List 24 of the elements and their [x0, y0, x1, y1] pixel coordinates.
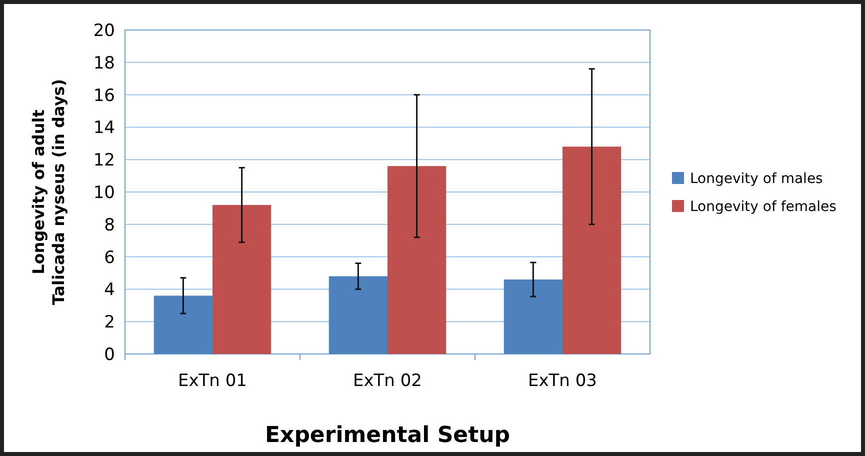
x-tick-label: ExTn 01 — [178, 371, 247, 391]
x-tick-label: ExTn 03 — [528, 371, 597, 391]
bar — [388, 166, 446, 354]
x-axis-title: Experimental Setup — [264, 423, 510, 448]
bar — [212, 204, 272, 354]
y-tick-label: 10 — [93, 182, 115, 203]
y-tick-label: 2 — [104, 312, 115, 333]
bar — [562, 146, 622, 354]
y-tick-label: 18 — [93, 53, 115, 74]
y-axis-title: Longevity of adult Talicada nyseus (in days) — [29, 78, 68, 306]
legend-label: Longevity of females — [690, 198, 836, 215]
y-tick-label: 20 — [93, 20, 115, 41]
y-tick-label: 0 — [104, 344, 115, 365]
y-tick-label: 8 — [104, 215, 115, 236]
y-tick-label: 14 — [93, 118, 115, 138]
legend-label: Longevity of males — [690, 170, 823, 187]
bar — [328, 276, 388, 354]
y-tick-label: 6 — [104, 248, 115, 268]
x-tick-label: ExTn 02 — [353, 371, 422, 391]
y-tick-label: 12 — [93, 150, 115, 171]
bar — [154, 296, 212, 354]
y-tick-label: 16 — [93, 86, 115, 106]
y-tick-label: 4 — [104, 280, 115, 300]
bar — [504, 279, 562, 354]
